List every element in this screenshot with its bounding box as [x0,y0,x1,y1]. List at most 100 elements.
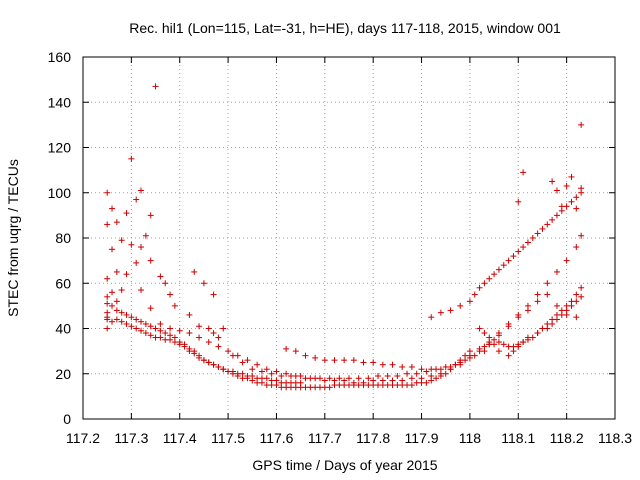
data-point [573,194,580,201]
data-point [138,287,145,294]
data-point [167,325,174,332]
data-point [157,334,164,341]
data-point [346,375,352,382]
data-point [399,363,406,370]
data-point [500,262,507,269]
data-point [297,373,304,380]
data-point [128,323,135,330]
data-point [205,339,212,346]
data-point [399,377,406,384]
data-point [292,348,299,355]
data-point [142,320,149,327]
data-point [186,345,193,352]
data-point [370,359,377,366]
x-tick-label: 117.9 [405,430,439,446]
data-point [389,361,396,368]
data-point [379,377,386,384]
data-point [375,373,382,380]
data-point [486,341,493,348]
data-point [534,330,541,337]
data-point [196,323,203,330]
data-point [491,336,498,343]
data-point [563,182,570,189]
data-point [113,316,120,323]
data-point [452,361,459,368]
data-point [321,357,328,364]
data-point [515,311,522,318]
data-point [500,341,507,348]
x-tick-label: 117.3 [114,430,148,446]
data-point [447,307,454,314]
data-point [200,357,207,364]
data-point [476,325,483,332]
data-point [549,320,556,327]
data-point [118,237,125,244]
data-point [220,325,227,332]
data-point [360,359,367,366]
data-point [553,302,560,309]
data-point [249,377,256,384]
data-point [283,370,290,377]
y-axis-label: STEC from uqrg / TECUs [5,159,21,317]
data-point [123,210,130,217]
data-point [534,298,541,305]
data-point [210,291,217,298]
data-point [215,363,222,370]
data-point [254,361,261,368]
data-point [578,232,585,239]
data-point [283,345,290,352]
data-point [534,230,541,237]
data-point [505,320,512,327]
data-point [302,352,309,359]
data-point [553,268,560,275]
data-point [244,357,251,364]
data-point [104,293,111,300]
data-point [437,309,444,316]
data-point [476,345,483,352]
data-point [128,241,135,248]
data-point [524,302,531,309]
data-point [273,382,280,389]
data-point [268,370,275,377]
data-point [573,298,580,305]
data-point [466,298,473,305]
data-point [515,198,522,205]
x-tick-label: 118.3 [598,430,632,446]
data-point [133,259,140,266]
data-point [104,300,111,307]
data-point [167,291,174,298]
data-point [258,368,265,375]
data-point [408,382,415,389]
y-tick-label: 20 [55,366,71,382]
data-point [365,375,372,382]
data-point [355,375,362,382]
data-point [524,334,531,341]
data-point [321,377,328,384]
data-point [568,302,575,309]
data-point [229,370,236,377]
data-point [428,314,435,321]
y-tick-label: 120 [48,140,72,156]
data-point [220,366,227,373]
data-point [133,325,140,332]
data-point [167,332,174,339]
data-point [113,307,120,314]
data-point [549,216,556,223]
data-point [573,291,580,298]
x-tick-label: 117.6 [259,430,293,446]
data-point [263,375,270,382]
data-point [123,311,130,318]
data-point [196,352,203,359]
data-point [481,343,488,350]
x-tick-label: 118.1 [501,430,535,446]
y-tick-label: 160 [48,49,72,65]
data-point [384,373,391,380]
data-points [104,83,585,391]
data-point [109,205,116,212]
data-point [109,289,116,296]
data-point [350,357,357,364]
data-point [210,330,217,337]
y-tick-label: 0 [63,411,71,427]
data-point [104,189,111,196]
data-point [234,373,241,380]
